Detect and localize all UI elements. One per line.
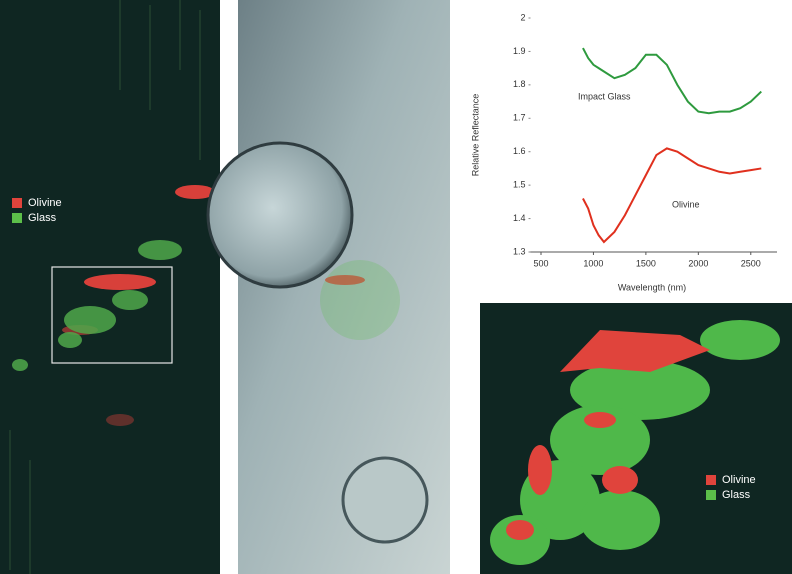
legend-label: Glass [722, 489, 751, 501]
small-crater [343, 458, 427, 542]
detail-map: Olivine Glass [480, 303, 792, 574]
glass-overlay [320, 260, 400, 340]
y-tick-label: 1.6 [513, 146, 526, 156]
legend-swatch [706, 490, 716, 500]
y-tick-label: 2 [520, 12, 525, 22]
series-label: Olivine [672, 199, 700, 209]
x-tick-label: 500 [533, 258, 548, 268]
y-tick-label: 1.3 [513, 246, 526, 256]
legend-label: Olivine [722, 474, 756, 486]
x-tick-label: 2500 [741, 258, 761, 268]
y-tick-label: 1.4 [513, 213, 526, 223]
y-axis-title: Relative Reflectance [470, 94, 480, 177]
series-line [583, 48, 761, 113]
y-tick-label: 1.8 [513, 79, 526, 89]
legend-label: Olivine [28, 197, 62, 209]
x-tick-label: 2000 [688, 258, 708, 268]
terrain-image [208, 0, 450, 574]
series-label: Impact Glass [578, 91, 631, 101]
y-tick-label: 1.5 [513, 180, 526, 190]
figure: Olivine Glass Olivine Glass Wavelength (nm… [0, 0, 792, 574]
x-axis-title: Wavelength (nm) [618, 282, 686, 292]
series-line [583, 148, 761, 242]
legend-label: Glass [28, 212, 57, 224]
x-tick-label: 1000 [583, 258, 603, 268]
page: Olivine Glass Olivine Glass Wavelength (nm… [0, 0, 792, 574]
overview-map: Olivine Glass [0, 0, 220, 574]
y-tick-label: 1.9 [513, 46, 526, 56]
x-tick-label: 1500 [636, 258, 656, 268]
legend-swatch [12, 198, 22, 208]
legend-swatch [706, 475, 716, 485]
spectral-chart: Wavelength (nm) Relative Reflectance 1.3… [470, 12, 777, 292]
y-tick-label: 1.7 [513, 113, 526, 123]
legend-swatch [12, 213, 22, 223]
